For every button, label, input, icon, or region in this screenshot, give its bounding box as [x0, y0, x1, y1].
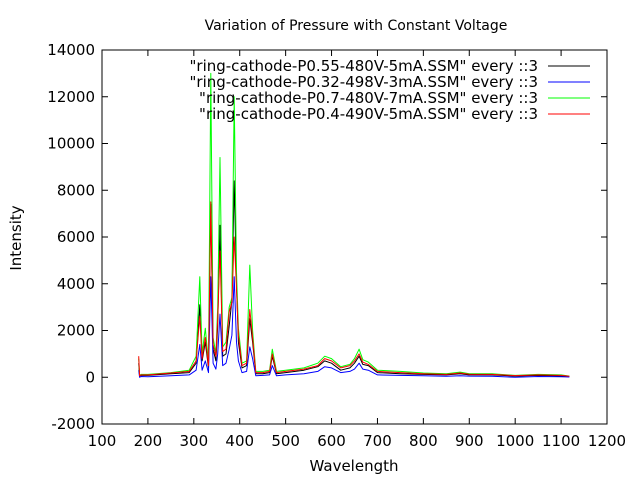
y-tick-label: 4000	[57, 275, 95, 293]
x-tick-label: 1000	[496, 432, 534, 450]
series-line-4	[138, 201, 570, 377]
legend: "ring-cathode-P0.55-480V-5mA.SSM" every …	[190, 57, 590, 123]
x-tick-label: 400	[225, 432, 254, 450]
y-tick-label: 6000	[57, 228, 95, 246]
y-tick-label: 10000	[47, 135, 95, 153]
x-tick-label: 700	[363, 432, 392, 450]
legend-label-3: "ring-cathode-P0.7-480V-7mA.SSM" every :…	[199, 89, 538, 107]
y-tick-label: 14000	[47, 41, 95, 59]
legend-label-1: "ring-cathode-P0.55-480V-5mA.SSM" every …	[190, 57, 539, 75]
y-tick-label: 2000	[57, 322, 95, 340]
ticks-layer: 100 200 300 400 500 600 700 800 900 1000 1100 1200 -…	[47, 41, 626, 450]
x-tick-label: 600	[317, 432, 346, 450]
y-tick-label: -2000	[51, 415, 95, 433]
y-tick-label: 12000	[47, 88, 95, 106]
x-tick-label: 300	[179, 432, 208, 450]
series-line-2	[138, 276, 570, 378]
y-axis-label: Intensity	[7, 205, 25, 270]
chart-title: Variation of Pressure with Constant Volt…	[205, 18, 508, 34]
x-tick-label: 800	[409, 432, 438, 450]
y-tick-label: 8000	[57, 181, 95, 199]
x-tick-label: 1100	[542, 432, 580, 450]
series-layer	[138, 72, 570, 378]
x-tick-label: 900	[455, 432, 484, 450]
x-tick-label: 100	[88, 432, 117, 450]
x-tick-label: 200	[134, 432, 163, 450]
legend-label-4: "ring-cathode-P0.4-490V-5mA.SSM" every :…	[199, 105, 538, 123]
x-axis-label: Wavelength	[310, 457, 399, 475]
legend-label-2: "ring-cathode-P0.32-498V-3mA.SSM" every …	[190, 73, 539, 91]
y-tick-label: 0	[85, 368, 95, 386]
x-tick-label: 500	[271, 432, 300, 450]
x-tick-label: 1200	[588, 432, 626, 450]
